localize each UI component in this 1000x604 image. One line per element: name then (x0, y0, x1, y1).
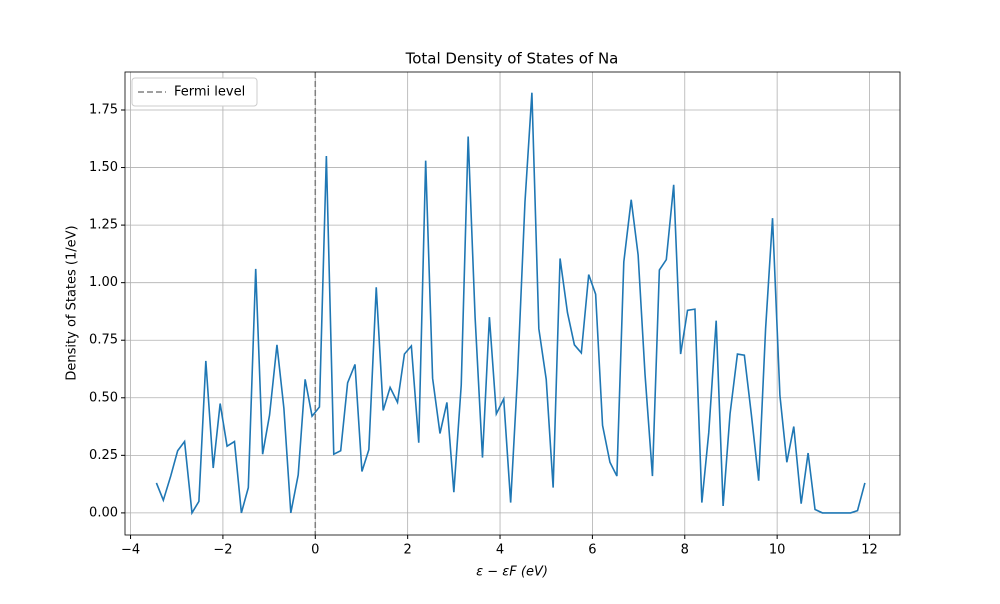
legend-label: Fermi level (174, 85, 245, 100)
plot-frame (124, 71, 901, 536)
y-axis-label: Density of States (1/eV) (65, 225, 80, 380)
legend-box (131, 77, 258, 107)
x-tick-label: 10 (769, 543, 786, 558)
x-tick-label: 12 (861, 543, 878, 558)
x-axis-label: ε − εF (eV) (476, 565, 548, 580)
x-tick-label: 2 (404, 543, 412, 558)
y-tick-label: 0.50 (89, 390, 118, 405)
x-tick-label: 4 (496, 543, 504, 558)
y-tick-label: 1.50 (89, 160, 118, 175)
y-tick-label: 0.75 (89, 333, 118, 348)
data-line (155, 92, 866, 516)
y-tick-label: 0.00 (89, 505, 118, 520)
x-tick-label: −2 (213, 543, 232, 558)
y-tick-label: 1.75 (89, 102, 118, 117)
chart-title: Total Density of States of Na (405, 50, 619, 68)
x-tick-label: 6 (588, 543, 596, 558)
y-tick-label: 0.25 (89, 448, 118, 463)
x-tick-label: 0 (311, 543, 319, 558)
x-tick-label: 8 (681, 543, 689, 558)
y-tick-label: 1.25 (89, 218, 118, 233)
y-tick-label: 1.00 (89, 275, 118, 290)
x-tick-label: −4 (121, 543, 140, 558)
